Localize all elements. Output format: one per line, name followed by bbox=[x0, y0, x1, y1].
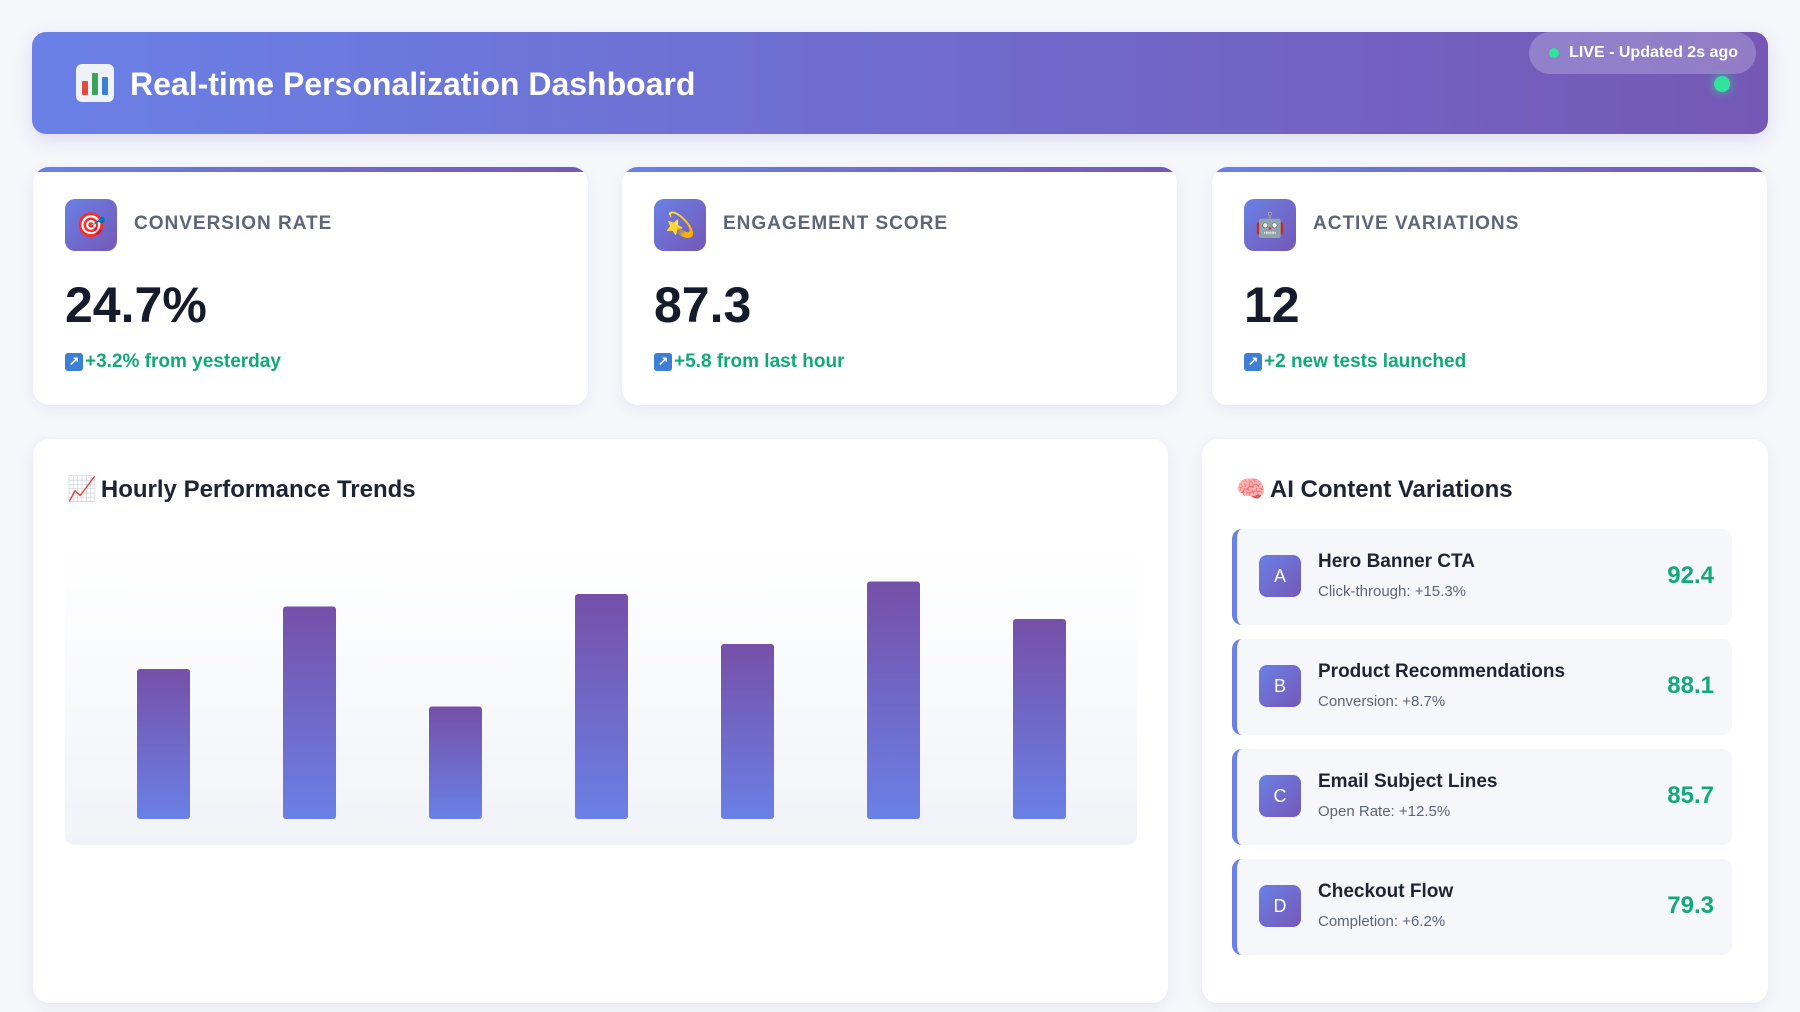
kpi-value: 87.3 bbox=[654, 277, 752, 333]
variation-item-b[interactable]: B Product Recommendations Conversion: +8… bbox=[1232, 639, 1732, 735]
ai-variations-panel: 🧠 AI Content Variations A Hero Banner CT… bbox=[1202, 439, 1768, 1003]
kpi-delta-text: +3.2% from yesterday bbox=[85, 351, 281, 372]
arrow-up-right-icon: ↗ bbox=[65, 353, 83, 371]
variation-item-c[interactable]: C Email Subject Lines Open Rate: +12.5% … bbox=[1232, 749, 1732, 845]
live-status-text: LIVE - Updated 2s ago bbox=[1569, 44, 1738, 61]
shooting-star-icon: 💫 bbox=[654, 199, 706, 251]
kpi-card-engagement-score: 💫 ENGAGEMENT SCORE 87.3 ↗ +5.8 from last… bbox=[622, 167, 1177, 405]
chart-bar-2 bbox=[283, 606, 336, 819]
chart-bar-5 bbox=[721, 644, 774, 819]
kpi-delta-text: +2 new tests launched bbox=[1264, 351, 1467, 372]
trends-title: 📈 Hourly Performance Trends bbox=[67, 475, 416, 504]
live-pulse-icon bbox=[1714, 76, 1730, 92]
variations-title: 🧠 AI Content Variations bbox=[1236, 475, 1513, 504]
chart-bar-6 bbox=[867, 581, 920, 819]
variation-name: Email Subject Lines bbox=[1318, 771, 1498, 792]
kpi-card-conversion-rate: 🎯 CONVERSION RATE 24.7% ↗ +3.2% from yes… bbox=[33, 167, 588, 405]
hourly-bar-chart bbox=[65, 549, 1137, 845]
kpi-label: ENGAGEMENT SCORE bbox=[723, 213, 949, 234]
hourly-trends-panel: 📈 Hourly Performance Trends bbox=[33, 439, 1168, 1003]
variation-name: Hero Banner CTA bbox=[1318, 551, 1475, 572]
variation-item-a[interactable]: A Hero Banner CTA Click-through: +15.3% … bbox=[1232, 529, 1732, 625]
kpi-value: 24.7% bbox=[65, 277, 207, 333]
variation-score: 92.4 bbox=[1667, 562, 1714, 589]
chart-bar-1 bbox=[137, 669, 190, 819]
arrow-up-right-icon: ↗ bbox=[1244, 353, 1262, 371]
variation-badge: A bbox=[1259, 555, 1301, 597]
variation-score: 88.1 bbox=[1667, 672, 1714, 699]
chart-bar-7 bbox=[1013, 619, 1066, 819]
chart-bar-4 bbox=[575, 594, 628, 819]
variation-metric: Open Rate: +12.5% bbox=[1318, 803, 1451, 820]
bar-chart-svg bbox=[137, 581, 1066, 819]
variation-badge: B bbox=[1259, 665, 1301, 707]
live-status-badge: LIVE - Updated 2s ago bbox=[1529, 32, 1756, 74]
kpi-delta: ↗ +3.2% from yesterday bbox=[65, 351, 281, 373]
live-indicator-icon bbox=[1549, 48, 1560, 58]
variation-item-d[interactable]: D Checkout Flow Completion: +6.2% 79.3 bbox=[1232, 859, 1732, 955]
brain-icon: 🧠 bbox=[1236, 476, 1266, 503]
variation-badge: D bbox=[1259, 885, 1301, 927]
bar-chart-icon bbox=[76, 64, 114, 102]
chart-increasing-icon: 📈 bbox=[67, 476, 97, 503]
variation-metric: Completion: +6.2% bbox=[1318, 913, 1446, 930]
arrow-up-right-icon: ↗ bbox=[654, 353, 672, 371]
dashboard-header: Real-time Personalization Dashboard LIVE… bbox=[32, 32, 1768, 134]
kpi-delta: ↗ +5.8 from last hour bbox=[654, 351, 845, 373]
variation-score: 85.7 bbox=[1667, 782, 1714, 809]
variation-score: 79.3 bbox=[1667, 892, 1714, 919]
variation-metric: Conversion: +8.7% bbox=[1318, 693, 1446, 710]
page-title: Real-time Personalization Dashboard bbox=[130, 66, 696, 102]
kpi-label: CONVERSION RATE bbox=[134, 213, 333, 234]
variations-title-text: AI Content Variations bbox=[1269, 475, 1513, 503]
kpi-value: 12 bbox=[1244, 277, 1300, 333]
chart-bar-3 bbox=[429, 706, 482, 819]
trends-title-text: Hourly Performance Trends bbox=[100, 475, 416, 503]
kpi-card-active-variations: 🤖 ACTIVE VARIATIONS 12 ↗ +2 new tests la… bbox=[1212, 167, 1767, 405]
target-icon: 🎯 bbox=[65, 199, 117, 251]
kpi-delta-text: +5.8 from last hour bbox=[674, 351, 845, 372]
variation-name: Product Recommendations bbox=[1318, 661, 1566, 682]
robot-icon: 🤖 bbox=[1244, 199, 1296, 251]
kpi-delta: ↗ +2 new tests launched bbox=[1244, 351, 1466, 373]
kpi-label: ACTIVE VARIATIONS bbox=[1313, 213, 1520, 234]
variation-metric: Click-through: +15.3% bbox=[1318, 583, 1466, 600]
variation-name: Checkout Flow bbox=[1318, 881, 1454, 902]
variation-badge: C bbox=[1259, 775, 1301, 817]
